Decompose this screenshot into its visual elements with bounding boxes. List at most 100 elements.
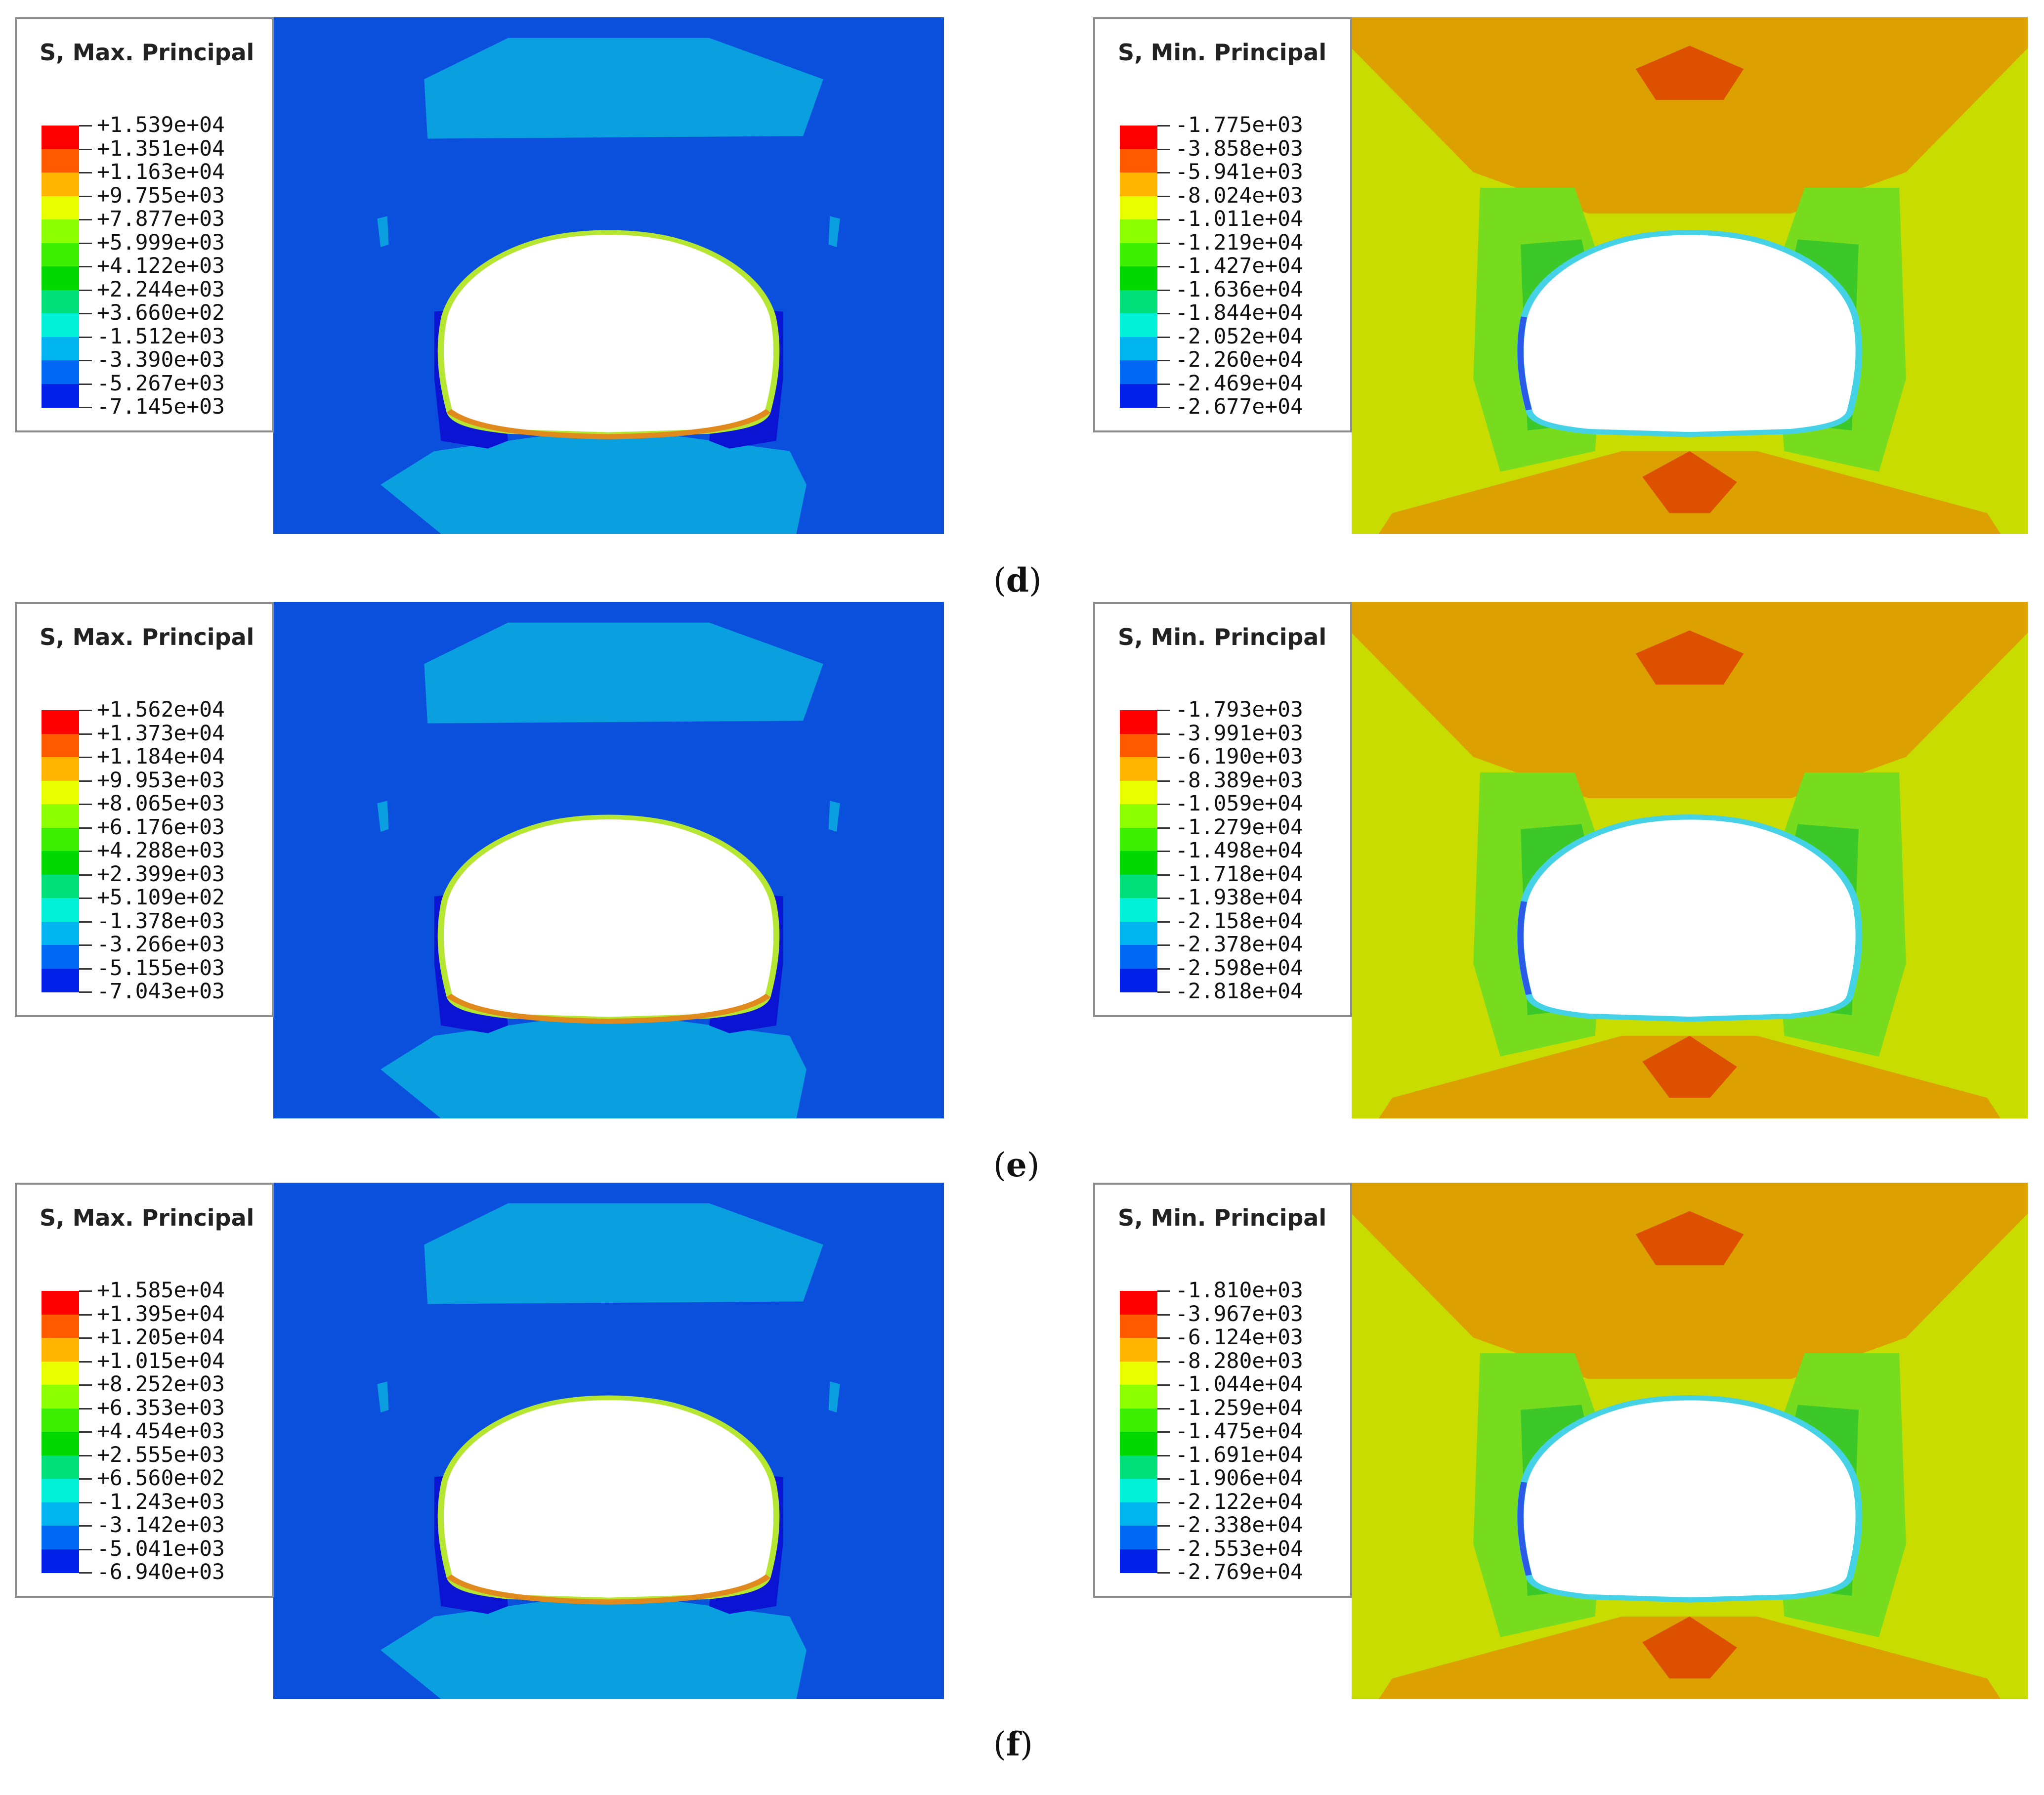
legend-value: +8.065e+03 <box>97 791 225 816</box>
caption-letter: f <box>1006 1725 1021 1763</box>
legend-swatch <box>42 1526 79 1550</box>
legend-tick <box>1157 827 1170 829</box>
legend-swatch <box>42 968 79 992</box>
right-inner-green <box>1777 239 1859 430</box>
upper-orange-zone <box>1352 1183 2028 1379</box>
legend-swatch <box>1120 219 1157 244</box>
legend-value: +2.244e+03 <box>97 277 225 302</box>
legend-swatch <box>42 243 79 267</box>
lower-orange-zone <box>1378 451 2001 534</box>
legend-swatch <box>42 126 79 150</box>
legend-value: -1.844e+04 <box>1175 300 1303 325</box>
left-small-zone <box>377 1381 389 1413</box>
background-field <box>1352 602 2028 1118</box>
legend-swatch <box>1120 921 1157 945</box>
legend-swatch <box>1120 851 1157 875</box>
right-green-zone <box>1771 1353 1906 1637</box>
legend-tick <box>79 1408 92 1410</box>
legend-tick <box>1157 1384 1170 1386</box>
legend-tick <box>1157 944 1170 946</box>
max-principal-legend: S, Max. Principal +1.562e+04 +1.373e+04 +1.… <box>15 602 274 1017</box>
legend-tick <box>1157 1290 1170 1292</box>
legend-swatch <box>42 710 79 734</box>
legend-swatch <box>1120 1361 1157 1385</box>
lower-light-zone <box>381 1015 807 1118</box>
legend-value: -3.858e+03 <box>1175 136 1303 161</box>
right-green-zone <box>1771 187 1906 472</box>
legend-tick <box>1157 125 1170 127</box>
legend-value: -5.041e+03 <box>97 1536 225 1561</box>
legend-swatch <box>1120 1291 1157 1315</box>
legend-swatch <box>1120 757 1157 781</box>
legend-swatch <box>1120 874 1157 898</box>
legend-value: +1.015e+04 <box>97 1348 225 1373</box>
legend-tick <box>79 360 92 361</box>
lower-red-zone <box>1642 451 1737 513</box>
legend-tick <box>1157 219 1170 220</box>
legend-value: +1.184e+04 <box>97 744 225 769</box>
max-principal-contour-plot <box>273 17 944 534</box>
legend-value: -3.991e+03 <box>1175 721 1303 746</box>
legend-value: -1.475e+04 <box>1175 1419 1303 1444</box>
legend-value: +5.999e+03 <box>97 230 225 255</box>
legend-value: -2.052e+04 <box>1175 324 1303 349</box>
legend-tick <box>1157 898 1170 899</box>
legend-value: +4.454e+03 <box>97 1419 225 1444</box>
legend-tick <box>79 266 92 267</box>
legend-value: -6.190e+03 <box>1175 744 1303 769</box>
upper-red-zone <box>1635 630 1744 685</box>
legend-value: -8.280e+03 <box>1175 1348 1303 1373</box>
legend-swatch <box>42 921 79 945</box>
legend-tick <box>79 1337 92 1339</box>
tunnel-cavity <box>437 1395 780 1603</box>
legend-value: -1.691e+04 <box>1175 1442 1303 1467</box>
legend-value: +1.562e+04 <box>97 697 225 722</box>
legend-value: -1.427e+04 <box>1175 254 1303 278</box>
cavity-left-edge <box>1517 316 1532 411</box>
legend-swatch <box>42 360 79 385</box>
left-small-zone <box>377 801 389 832</box>
background-field <box>1352 1183 2028 1699</box>
legend-value: -2.818e+04 <box>1175 979 1303 1004</box>
legend-value: -2.469e+04 <box>1175 371 1303 396</box>
legend-tick <box>79 407 92 408</box>
legend-value: +1.395e+04 <box>97 1301 225 1326</box>
background-field <box>273 17 944 534</box>
legend-tick <box>79 1525 92 1527</box>
legend-value: +2.555e+03 <box>97 1442 225 1467</box>
legend-swatch <box>42 1291 79 1315</box>
legend-swatch <box>42 1455 79 1479</box>
legend-tick <box>79 1314 92 1316</box>
lower-orange-zone <box>1378 1035 2001 1118</box>
legend-value: -7.043e+03 <box>97 979 225 1004</box>
legend-value: -2.769e+04 <box>1175 1560 1303 1584</box>
legend-tick <box>79 874 92 876</box>
legend-swatch <box>1120 710 1157 734</box>
legend-tick <box>1157 780 1170 782</box>
legend-value: -1.718e+04 <box>1175 861 1303 887</box>
tunnel-cavity <box>1517 814 1863 1022</box>
min-principal-contour-plot <box>1352 602 2028 1118</box>
legend-value: +8.252e+03 <box>97 1372 225 1397</box>
legend-tick <box>1157 1314 1170 1316</box>
legend-swatch <box>42 290 79 314</box>
legend-value: -2.338e+04 <box>1175 1513 1303 1538</box>
cavity-left-edge <box>1517 901 1532 995</box>
tunnel-cavity <box>1517 1395 1863 1603</box>
legend-tick <box>79 921 92 923</box>
legend-swatch <box>1120 1479 1157 1503</box>
left-dark-zone <box>434 891 508 1033</box>
legend-value: +1.585e+04 <box>97 1278 225 1303</box>
legend-title: S, Max. Principal <box>40 1204 255 1231</box>
right-teal-zone <box>1771 374 1838 430</box>
legend-swatch <box>1120 827 1157 852</box>
lower-light-zone <box>381 430 807 534</box>
cavity-invert-edge <box>446 993 771 1024</box>
max-principal-legend: S, Max. Principal +1.585e+04 +1.395e+04 +1.… <box>15 1183 274 1598</box>
legend-tick <box>1157 804 1170 805</box>
legend-value: -6.940e+03 <box>97 1560 225 1584</box>
legend-value: -2.553e+04 <box>1175 1536 1303 1561</box>
legend-tick <box>1157 968 1170 970</box>
min-principal-contour-plot <box>1352 1183 2028 1699</box>
lower-red-zone <box>1642 1035 1737 1098</box>
